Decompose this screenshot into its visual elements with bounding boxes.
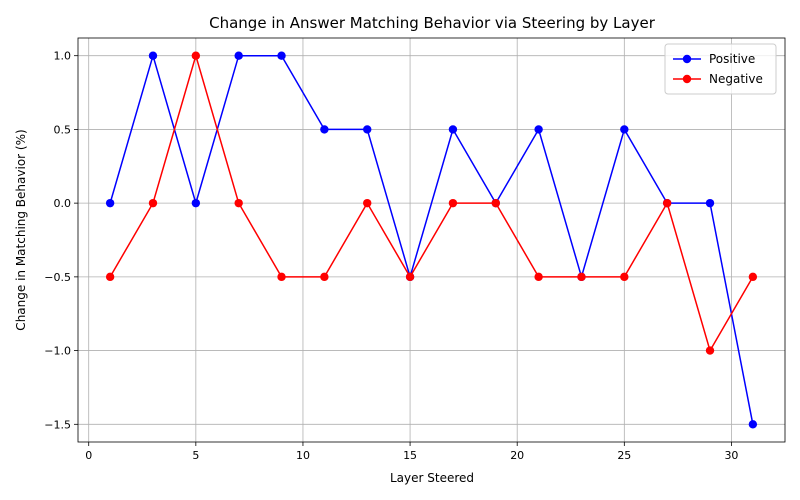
data-point-negative <box>662 198 672 208</box>
series-line-negative <box>109 53 754 353</box>
legend-marker-positive <box>682 54 692 64</box>
data-point-positive <box>148 51 158 60</box>
y-tick-label: 0.5 <box>54 123 72 136</box>
data-point-positive <box>534 125 543 134</box>
data-point-negative <box>491 198 500 208</box>
data-point-negative <box>277 272 286 282</box>
data-point-negative <box>405 272 415 282</box>
y-tick-label: 0.0 <box>54 197 72 210</box>
x-tick-label: 20 <box>510 449 524 462</box>
x-tick-label: 25 <box>617 449 631 462</box>
y-tick-label: −1.0 <box>44 345 71 358</box>
data-point-positive <box>320 125 329 134</box>
chart-title: Change in Answer Matching Behavior via S… <box>209 14 656 32</box>
x-tick-label: 0 <box>85 449 92 462</box>
legend-box <box>664 43 777 95</box>
data-point-negative <box>105 272 115 282</box>
axes: 0 5 10 15 20 25 30 −1.5 −1.0 −0.5 0.0 0.5 1.0 <box>44 37 786 462</box>
data-point-negative <box>191 51 201 60</box>
data-point-positive <box>191 198 201 208</box>
y-tick-label: −1.5 <box>44 418 71 431</box>
x-axis-label: Layer Steered <box>390 471 474 485</box>
data-point-positive <box>234 51 243 60</box>
data-point-negative <box>748 272 758 282</box>
data-point-negative <box>448 198 458 208</box>
data-point-negative <box>363 198 372 208</box>
x-tick-label: 10 <box>296 449 310 462</box>
data-point-negative <box>534 272 543 282</box>
legend-label-negative: Negative <box>709 72 763 86</box>
x-tick-label: 30 <box>724 449 738 462</box>
data-point-negative <box>148 198 158 208</box>
data-point-positive <box>705 198 715 208</box>
data-point-positive <box>105 198 115 208</box>
data-point-negative <box>705 346 715 355</box>
data-point-negative <box>620 272 629 282</box>
y-tick-label: 1.0 <box>54 50 72 63</box>
data-point-positive <box>620 125 629 134</box>
legend-label-positive: Positive <box>709 52 755 66</box>
data-point-positive <box>363 125 372 134</box>
data-point-negative <box>234 198 243 208</box>
legend-marker-negative <box>682 74 692 84</box>
y-axis-label: Change in Matching Behavior (%) <box>14 129 28 330</box>
legend: Positive Negative <box>664 43 777 95</box>
data-point-negative <box>577 272 586 282</box>
x-tick-label: 5 <box>192 449 199 462</box>
series-layer <box>105 51 758 429</box>
data-point-positive <box>448 125 458 134</box>
y-tick-label: −0.5 <box>44 271 71 284</box>
data-point-positive <box>748 420 758 429</box>
data-point-negative <box>320 272 329 282</box>
plot-frame <box>77 37 786 443</box>
x-tick-label: 15 <box>403 449 417 462</box>
data-point-positive <box>277 51 286 60</box>
